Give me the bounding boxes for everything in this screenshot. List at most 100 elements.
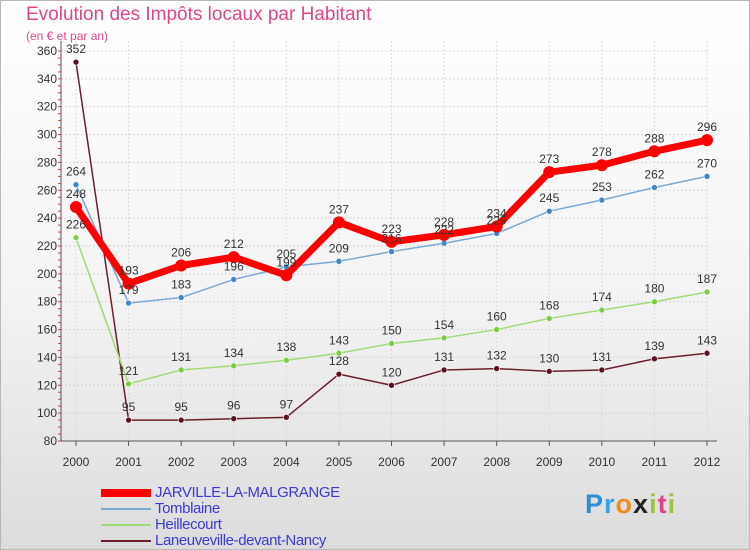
data-point — [440, 334, 448, 342]
legend-swatch-tomblaine — [101, 508, 151, 510]
data-label: 174 — [592, 290, 612, 304]
y-tick-label: 100 — [37, 406, 57, 420]
data-label: 139 — [644, 339, 664, 353]
x-tick-label: 2009 — [536, 455, 563, 469]
data-point — [651, 184, 658, 191]
y-tick-label: 240 — [37, 211, 57, 225]
data-point — [545, 368, 553, 375]
y-tick-label: 220 — [37, 239, 57, 253]
data-point — [175, 259, 188, 272]
data-label: 270 — [697, 156, 717, 170]
data-label: 206 — [171, 246, 191, 260]
data-label: 131 — [592, 350, 612, 364]
data-point — [388, 340, 395, 347]
data-label: 150 — [381, 324, 401, 338]
data-point — [283, 414, 290, 421]
y-tick-label: 260 — [37, 183, 57, 197]
data-point — [388, 381, 395, 389]
data-point — [125, 380, 132, 388]
data-label: 121 — [119, 364, 139, 378]
chart-subtitle: (en € et par an) — [26, 29, 109, 43]
data-point — [332, 216, 345, 229]
data-point — [701, 134, 713, 147]
data-label: 199 — [276, 255, 296, 269]
data-point — [72, 58, 80, 66]
data-label: 248 — [66, 187, 86, 201]
x-tick-label: 2010 — [588, 455, 615, 469]
x-tick-label: 2008 — [483, 455, 510, 469]
logo-letter: i — [667, 489, 677, 519]
data-point — [651, 355, 658, 363]
y-tick-label: 320 — [37, 100, 57, 114]
data-label: 237 — [329, 202, 349, 216]
data-label: 296 — [697, 120, 717, 134]
data-point — [598, 366, 606, 374]
data-label: 234 — [487, 207, 507, 221]
data-point — [122, 277, 135, 290]
data-label: 245 — [539, 191, 559, 205]
data-point — [125, 416, 132, 424]
data-point — [125, 299, 132, 307]
data-label: 160 — [487, 310, 507, 324]
x-tick-label: 2003 — [220, 455, 247, 469]
data-point — [598, 196, 606, 204]
data-label: 179 — [119, 283, 139, 297]
logo-letter: P — [585, 489, 605, 519]
data-label: 131 — [171, 350, 191, 364]
data-point — [280, 269, 293, 282]
data-label: 187 — [697, 272, 717, 286]
x-tick-label: 2001 — [115, 455, 142, 469]
data-point — [388, 248, 395, 255]
data-point — [335, 258, 343, 265]
data-label: 223 — [381, 222, 401, 236]
x-tick-label: 2012 — [694, 455, 721, 469]
data-label: 131 — [434, 350, 454, 364]
data-point — [543, 166, 556, 179]
y-tick-label: 300 — [37, 128, 57, 142]
data-label: 212 — [224, 237, 244, 251]
data-label: 226 — [66, 218, 86, 232]
data-point — [703, 288, 711, 296]
legend-swatch-jarville — [101, 489, 151, 497]
x-tick-label: 2005 — [326, 455, 353, 469]
data-point — [385, 235, 398, 248]
data-point — [230, 276, 238, 283]
data-label: 95 — [122, 400, 136, 414]
data-point — [230, 362, 238, 370]
y-tick-label: 200 — [37, 267, 57, 281]
data-label: 229 — [487, 213, 507, 227]
logo-letter: x — [633, 489, 650, 519]
data-label: 205 — [276, 247, 296, 261]
data-label: 273 — [539, 152, 559, 166]
data-label: 132 — [487, 349, 507, 363]
data-point — [283, 356, 290, 364]
data-label: 138 — [276, 340, 296, 354]
proxiti-logo: Proxiti — [585, 489, 676, 520]
data-label: 209 — [329, 241, 349, 255]
data-point — [648, 145, 661, 158]
data-point — [177, 294, 185, 301]
legend-swatch-heillecourt — [101, 524, 151, 526]
data-label: 143 — [329, 333, 349, 347]
x-tick-label: 2006 — [378, 455, 405, 469]
data-label: 120 — [381, 365, 401, 379]
data-point — [72, 181, 80, 189]
data-point — [703, 349, 711, 357]
data-label: 196 — [224, 259, 244, 273]
x-tick-label: 2000 — [63, 455, 90, 469]
data-point — [493, 326, 500, 333]
data-point — [227, 251, 240, 264]
data-label: 193 — [119, 264, 139, 278]
data-label: 97 — [280, 397, 294, 411]
data-point — [703, 173, 711, 180]
y-tick-label: 120 — [37, 378, 57, 392]
x-tick-label: 2002 — [168, 455, 195, 469]
legend-label-heillecourt: Heillecourt — [155, 516, 222, 533]
y-tick-label: 80 — [44, 434, 58, 448]
logo-letter: t — [657, 489, 668, 519]
logo-letter: r — [604, 489, 616, 519]
data-point — [72, 234, 80, 241]
y-tick-label: 280 — [37, 155, 57, 169]
y-tick-label: 160 — [37, 323, 57, 337]
